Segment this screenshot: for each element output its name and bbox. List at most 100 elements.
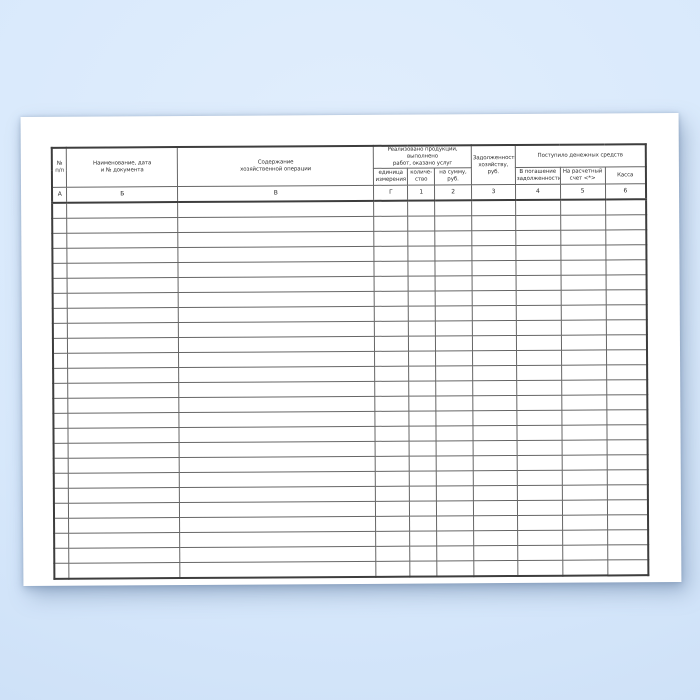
table-cell [471, 230, 516, 246]
table-cell [560, 289, 606, 306]
table-cell [436, 410, 473, 426]
table-cell [472, 275, 516, 291]
table-cell [436, 440, 474, 456]
table-cell [436, 485, 474, 501]
table-cell [68, 397, 179, 414]
table-cell [408, 290, 436, 307]
table-cell [605, 319, 647, 335]
table-cell [376, 531, 410, 547]
table-cell [436, 530, 474, 546]
table-cell [473, 470, 518, 486]
table-cell [435, 350, 473, 366]
table-cell [67, 217, 178, 234]
table-cell [605, 214, 647, 230]
table-cell [436, 545, 474, 561]
table-cell [178, 261, 375, 278]
table-cell [606, 364, 648, 380]
table-cell [473, 545, 518, 561]
table-cell [178, 276, 375, 293]
table-cell [52, 338, 68, 354]
table-cell [606, 349, 648, 365]
table-cell [53, 353, 69, 369]
table-cell [375, 456, 410, 472]
table-cell [408, 305, 436, 322]
table-cell [607, 544, 649, 560]
table-cell [178, 336, 375, 353]
table-cell [562, 484, 607, 501]
table-cell [375, 426, 410, 442]
table-cell [374, 231, 409, 247]
table-cell [179, 561, 377, 578]
table-cell [516, 365, 562, 381]
table-cell [375, 381, 410, 397]
table-cell [606, 394, 648, 410]
table-cell [68, 382, 179, 399]
table-cell [471, 260, 516, 276]
table-cell [67, 322, 179, 339]
table-cell [473, 440, 517, 456]
table-cell [178, 411, 376, 428]
table-cell [471, 199, 516, 216]
table-cell [179, 426, 376, 443]
table-row [54, 559, 649, 579]
table-cell [178, 291, 375, 308]
table-cell [68, 367, 179, 384]
table-cell [435, 275, 473, 291]
table-cell [375, 471, 410, 487]
table-cell [407, 215, 435, 232]
table-cell [375, 411, 410, 427]
table-cell [67, 232, 178, 249]
table-cell [517, 515, 563, 531]
table-cell [409, 440, 437, 457]
table-cell [472, 380, 517, 396]
table-cell [53, 413, 69, 429]
ledger-table: № п/п Наименование, дата и № документа С… [50, 143, 650, 580]
table-cell [605, 199, 647, 215]
table-cell [179, 486, 376, 503]
table-cell [179, 501, 376, 518]
table-cell [68, 427, 180, 444]
table-cell [473, 530, 518, 546]
table-cell [53, 458, 69, 474]
table-cell [409, 530, 437, 547]
table-cell [605, 259, 647, 275]
table-cell [606, 439, 648, 455]
table-cell [52, 218, 68, 234]
table-cell [516, 350, 562, 366]
table-cell [375, 396, 410, 412]
table-cell [436, 515, 474, 531]
table-cell [178, 396, 376, 413]
table-cell [561, 439, 607, 456]
table-cell [517, 560, 563, 576]
table-cell [515, 245, 561, 261]
table-cell [408, 320, 436, 337]
table-cell [562, 544, 608, 561]
table-cell [67, 201, 178, 219]
table-cell [409, 470, 437, 487]
table-cell [605, 229, 647, 245]
table-cell [408, 380, 436, 397]
table-cell [561, 319, 606, 336]
table-cell [435, 290, 473, 306]
col-header-document: Наименование, дата и № документа [66, 147, 178, 188]
table-cell [472, 350, 517, 366]
table-cell [516, 410, 562, 426]
table-cell [560, 244, 606, 261]
table-cell [515, 275, 561, 291]
table-cell [605, 334, 648, 350]
table-cell [472, 395, 517, 411]
table-cell [517, 530, 563, 546]
table-cell [177, 231, 375, 248]
table-cell [52, 202, 68, 219]
table-cell [516, 440, 562, 456]
table-cell [67, 352, 179, 369]
table-cell [179, 546, 377, 563]
table-cell [473, 455, 518, 471]
table-cell [179, 471, 376, 488]
table-cell [472, 365, 517, 381]
col-header-debt: Задолженность хозяйству, руб. [471, 144, 516, 186]
table-cell [562, 529, 608, 546]
table-cell [436, 500, 474, 516]
table-cell [408, 230, 436, 247]
